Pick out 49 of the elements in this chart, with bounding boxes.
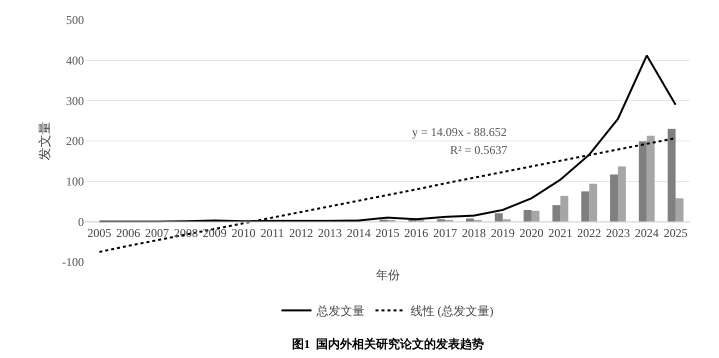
bar — [646, 136, 655, 222]
bar — [581, 191, 590, 222]
caption: 图1 国内外相关研究论文的发表趋势 — [292, 337, 484, 351]
x-tick-label: 2008 — [174, 226, 198, 240]
bar — [494, 213, 503, 222]
y-tick-label: 100 — [66, 174, 84, 189]
x-tick-label: 2019 — [490, 226, 515, 240]
y-tick-label: 500 — [66, 13, 84, 28]
bar — [560, 196, 568, 222]
bar — [466, 218, 474, 222]
x-tick-label: 2016 — [404, 226, 428, 240]
bar — [668, 128, 676, 222]
bar — [676, 198, 684, 222]
x-tick-label: 2022 — [577, 226, 602, 240]
x-tick-label: 2017 — [433, 226, 458, 240]
x-tick-label: 2013 — [318, 226, 342, 240]
annotation: y = 14.09x - 88.652 — [412, 125, 507, 139]
x-tick-label: 2012 — [289, 226, 314, 240]
x-tick-label: 2007 — [145, 226, 170, 240]
bar — [618, 166, 626, 222]
bar — [552, 205, 560, 222]
bar — [638, 141, 647, 222]
x-tick-label: 2020 — [520, 226, 544, 240]
bar — [610, 174, 618, 222]
x-tick-label: 2009 — [202, 226, 227, 240]
x-tick-label: 2005 — [87, 226, 112, 240]
bar — [532, 210, 540, 222]
x-tick-label: 2018 — [462, 226, 486, 240]
x-tick-label: 2025 — [664, 226, 688, 240]
annotation: R² = 0.5637 — [450, 143, 508, 157]
x-tick-label: 2014 — [346, 226, 371, 240]
x-tick-label: 2011 — [260, 226, 284, 240]
x-tick-label: 2006 — [116, 226, 140, 240]
y-tick-label: -100 — [62, 255, 84, 270]
x-tick-label: 2010 — [231, 226, 256, 240]
legend-label: 线性 (总发文量) — [410, 304, 494, 318]
y-tick-label: 0 — [78, 214, 84, 229]
x-tick-label: 2024 — [634, 226, 659, 240]
bar — [589, 184, 598, 222]
x-tick-label: 2023 — [606, 226, 630, 240]
legend-label: 总发文量 — [316, 304, 364, 318]
x-tick-label: 2015 — [376, 226, 400, 240]
bar — [524, 210, 532, 222]
x-axis-title: 年份 — [376, 268, 400, 282]
y-tick-label: 200 — [66, 134, 84, 148]
x-tick-label: 2021 — [548, 226, 572, 240]
y-tick-label: 400 — [66, 54, 84, 68]
y-tick-label: 300 — [66, 94, 84, 108]
y-axis-title: 发文量 — [37, 122, 52, 160]
